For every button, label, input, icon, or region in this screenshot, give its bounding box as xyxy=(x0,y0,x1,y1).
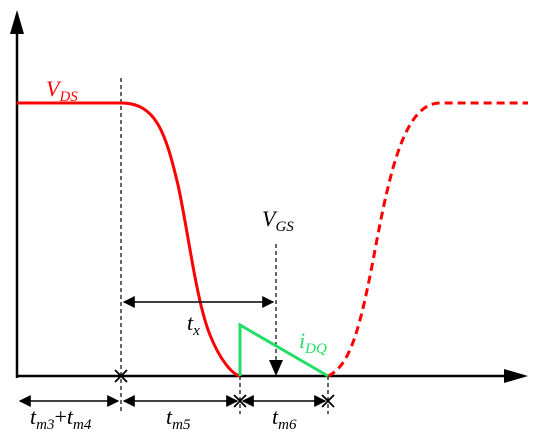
tm5-label: tm5 xyxy=(166,404,191,433)
vds-dashed-curve xyxy=(327,101,528,378)
y-axis-arrowhead xyxy=(10,10,24,34)
tm34-label: tm3+tm4 xyxy=(30,404,92,433)
x-marker-t3 xyxy=(321,394,335,408)
vds-curve xyxy=(17,101,241,378)
vgs-arrowhead xyxy=(269,360,283,376)
x-axis-arrowhead xyxy=(504,369,528,383)
tm6-label: tm6 xyxy=(272,404,297,433)
idq-label: iDQ xyxy=(299,328,327,357)
idq-curve xyxy=(238,322,329,378)
vds-label: VDS xyxy=(46,76,78,105)
tx-label: tx xyxy=(187,310,200,339)
x-marker-t1 xyxy=(114,369,128,383)
vgs-label: VGS xyxy=(262,206,294,235)
x-marker-t2 xyxy=(233,394,247,408)
